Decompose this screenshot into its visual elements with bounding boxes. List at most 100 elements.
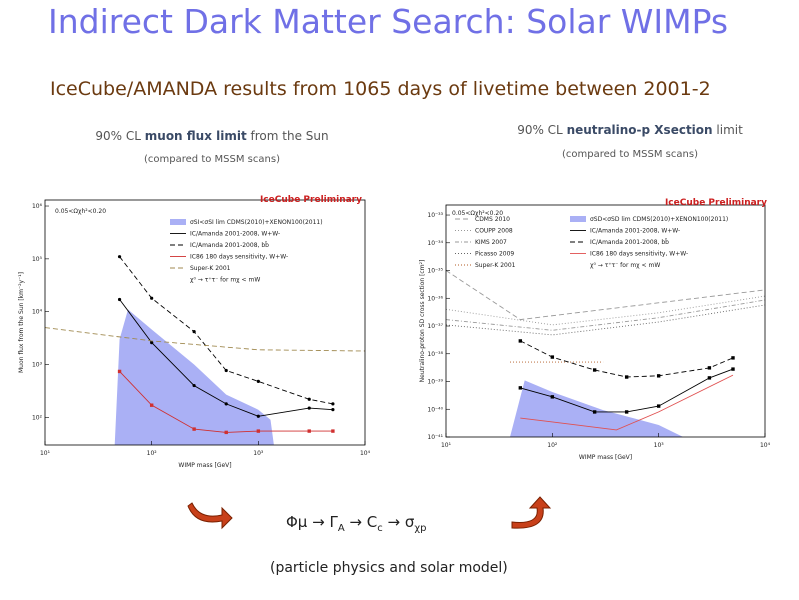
- legend-label: KIMS 2007: [475, 239, 507, 246]
- chart-subheading: (compared to MSSM scans): [562, 149, 698, 160]
- y-tick-label: 10⁻⁴¹: [427, 434, 443, 441]
- legend-label: σSD<σSD lim CDMS(2010)+XENON100(2011): [590, 216, 728, 223]
- y-axis-label: Neutralino-proton SD cross section [cm²]: [419, 260, 426, 383]
- marker: [707, 376, 712, 380]
- heading-part: muon flux limit: [145, 129, 247, 143]
- y-tick-label: 10⁻³⁷: [427, 323, 443, 330]
- y-tick-label: 10⁻⁴⁰: [427, 406, 443, 413]
- marker: [656, 374, 661, 378]
- legend-swatch: [570, 216, 586, 222]
- marker: [331, 408, 335, 412]
- annotation: 0.05<Ωχh²<0.20: [55, 208, 106, 215]
- marker: [117, 369, 122, 374]
- y-tick-label: 10⁻³⁹: [427, 379, 443, 386]
- y-tick-label: 10⁵: [32, 256, 43, 263]
- line: [445, 299, 766, 331]
- y-tick-label: 10⁻³⁶: [427, 295, 443, 302]
- marker: [307, 397, 311, 401]
- y-tick-label: 10²: [32, 414, 43, 421]
- marker: [550, 395, 555, 399]
- chart-heading: 90% CL muon flux limit from the Sun: [95, 129, 328, 143]
- legend-label: IC/Amanda 2001-2008, bb̄: [190, 242, 269, 249]
- marker: [731, 356, 735, 360]
- formula-subscript: A: [338, 523, 345, 534]
- y-tick-label: 10⁻³⁸: [427, 351, 443, 358]
- marker: [550, 355, 555, 359]
- heading-part: 90% CL: [95, 129, 144, 143]
- marker: [256, 429, 261, 433]
- marker: [224, 402, 228, 406]
- area: [510, 380, 684, 437]
- marker: [224, 430, 228, 435]
- x-axis-label: WIMP mass [GeV]: [178, 462, 231, 469]
- heading-part: neutralino-p Xsection: [567, 123, 713, 137]
- marker: [656, 404, 661, 408]
- legend-label: Picasso 2009: [475, 251, 514, 258]
- formula-part: → σ: [383, 513, 415, 531]
- marker: [256, 414, 260, 418]
- x-tick-label: 10¹: [40, 450, 51, 457]
- heading-part: limit: [713, 123, 744, 137]
- marker: [624, 375, 629, 379]
- caption: (particle physics and solar model): [270, 560, 508, 576]
- marker: [331, 402, 335, 406]
- marker: [731, 367, 735, 371]
- marker: [192, 427, 196, 431]
- legend-label: Super-K 2001: [475, 262, 516, 269]
- marker: [256, 379, 260, 383]
- legend-label: IC/Amanda 2001-2008, bb̄: [590, 239, 669, 246]
- x-tick-label: 10⁴: [760, 442, 771, 449]
- plot-frame: [445, 204, 766, 438]
- marker: [224, 368, 228, 373]
- formula-part: → C: [345, 513, 378, 531]
- y-tick-label: 10⁶: [32, 203, 43, 210]
- formula-subscript: χp: [414, 523, 426, 534]
- heading-part: 90% CL: [517, 123, 566, 137]
- x-axis-label: WIMP mass [GeV]: [579, 454, 632, 461]
- marker: [624, 410, 629, 414]
- arrow-left: [187, 502, 233, 530]
- legend-label: COUPP 2008: [475, 228, 513, 235]
- legend-label: IC/Amanda 2001-2008, W+W-: [190, 231, 280, 238]
- line: [520, 374, 734, 431]
- x-tick-label: 10¹: [441, 442, 452, 449]
- formula-part: Φμ → Γ: [286, 513, 338, 531]
- x-tick-label: 10²: [547, 442, 558, 449]
- heading-part: from the Sun: [247, 129, 329, 143]
- chart-heading: 90% CL neutralino-p Xsection limit: [517, 123, 743, 137]
- legend-label: IC86 180 days sensitivity, W+W-: [190, 254, 288, 261]
- line: [520, 340, 734, 378]
- legend-label: σSI<σSI lim CDMS(2010)+XENON100(2011): [190, 219, 323, 226]
- marker: [592, 410, 597, 414]
- marker: [150, 296, 154, 300]
- legend-note: χ⁰ → τ⁺τ⁻ for mχ < mW: [190, 277, 260, 284]
- marker: [592, 368, 597, 372]
- line: [44, 327, 366, 352]
- line: [445, 304, 766, 336]
- line: [445, 295, 766, 326]
- slide-subtitle: IceCube/AMANDA results from 1065 days of…: [50, 78, 711, 100]
- annotation: 0.05<Ωχh²<0.20: [452, 210, 503, 217]
- marker: [307, 429, 311, 433]
- x-tick-label: 10³: [654, 442, 665, 449]
- marker: [518, 339, 523, 343]
- legend-note: χ⁰ → τ⁺τ⁻ for mχ < mW: [590, 262, 660, 269]
- marker: [117, 255, 122, 259]
- arrow-right: [511, 496, 552, 529]
- y-tick-label: 10⁻³⁴: [427, 240, 443, 247]
- x-tick-label: 10²: [147, 450, 158, 457]
- marker: [307, 406, 311, 410]
- y-tick-label: 10³: [32, 362, 43, 369]
- plot-frame: [44, 199, 366, 446]
- legend-label: Super-K 2001: [190, 265, 231, 272]
- area: [114, 309, 274, 445]
- y-tick-label: 10⁻³³: [427, 212, 443, 219]
- legend-label: CDMS 2010: [475, 216, 510, 223]
- formula-subscript: c: [377, 523, 383, 534]
- line: [445, 270, 766, 321]
- legend-label: IC86 180 days sensitivity, W+W-: [590, 251, 688, 258]
- legend-label: IC/Amanda 2001-2008, W+W-: [590, 228, 680, 235]
- marker: [150, 341, 154, 345]
